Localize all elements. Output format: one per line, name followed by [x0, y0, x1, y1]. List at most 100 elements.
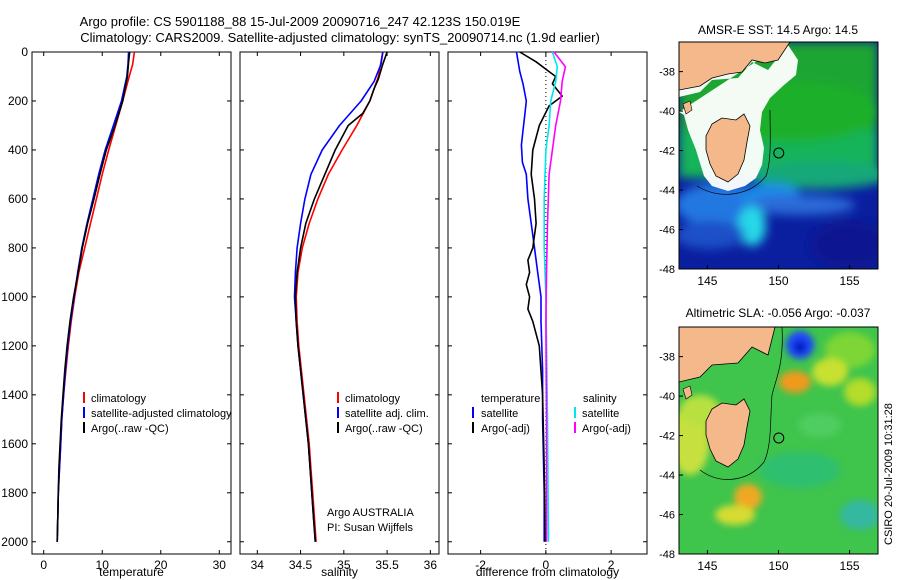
- sla-contour: [699, 327, 783, 480]
- series-line-argo-raw-qc: [294, 51, 388, 542]
- series-line-argo-raw-qc: [56, 51, 131, 542]
- sla-mainland: [679, 327, 776, 383]
- y-tick-label: 800: [8, 241, 28, 255]
- y-tick-label: 0: [21, 45, 28, 59]
- map-y-tick-label: -48: [659, 549, 675, 561]
- map-x-tick-label: 155: [840, 559, 860, 573]
- legend-label-temp-argo: Argo(-adj): [481, 423, 530, 435]
- x-tick-label: -2: [475, 558, 486, 572]
- difference-legend: temperature salinity satellite Argo(-adj…: [472, 393, 631, 435]
- map-y-tick-label: -46: [659, 225, 675, 237]
- map-y-tick-label: -42: [659, 146, 675, 158]
- sla-yellow-patch-3: [715, 505, 755, 525]
- sla-green-patch: [798, 413, 842, 437]
- legend-label-sal-argo: Argo(-adj): [582, 423, 631, 435]
- sla-high-patch: [825, 332, 875, 368]
- map-y-tick-label: -48: [659, 264, 675, 276]
- map-y-tick-label: -46: [659, 510, 675, 522]
- annotation-argo-australia: Argo AUSTRALIA: [327, 507, 414, 519]
- map-y-tick-label: -42: [659, 431, 675, 443]
- sla-warm-eddy-2: [734, 484, 762, 510]
- map-x-tick-label: 150: [768, 274, 788, 288]
- series-line-temperature-argo-adj: [519, 51, 563, 542]
- sst-transition: [750, 161, 878, 189]
- x-tick-label: 35: [337, 558, 351, 572]
- series-line-temperature-satellite: [515, 51, 545, 542]
- legend-label-climatology: climatology: [91, 393, 147, 405]
- sst-map-title: AMSR-E SST: 14.5 Argo: 14.5: [698, 23, 858, 37]
- salinity-profile-panel: 34 34.5 35 35.5 36 salinity: [239, 51, 440, 579]
- legend-label-temp-satellite: satellite: [481, 408, 518, 420]
- x-axis-label: salinity: [321, 565, 358, 579]
- x-tick-label: 30: [213, 558, 227, 572]
- salinity-legend: climatology satellite adj. clim. Argo(..…: [327, 392, 429, 534]
- legend-header-salinity: salinity: [583, 393, 617, 405]
- legend-label-climatology: climatology: [345, 393, 401, 405]
- timestamp: CSIRO 20-Jul-2009 10:31:28: [883, 403, 895, 545]
- y-tick-label: 1800: [1, 486, 28, 500]
- sst-float-marker: [773, 147, 785, 159]
- sst-island: [682, 100, 693, 115]
- x-tick-label: 0: [40, 558, 47, 572]
- sst-map-axes: 145 150 155 -38 -40 -42 -44 -46 -48: [659, 67, 860, 288]
- map-x-tick-label: 145: [697, 274, 717, 288]
- axes-frame: [447, 51, 648, 555]
- map-y-tick-label: -40: [659, 106, 675, 118]
- figure-title-line2: Climatology: CARS2009. Satellite-adjuste…: [80, 30, 600, 45]
- temperature-profile-panel: 0 10 20 30 0 200 400 600 800 1000 1200 1400 1600 1800…: [1, 45, 232, 579]
- sla-float-marker: [773, 432, 785, 444]
- series-line-salinity-argo-adj: [545, 51, 567, 542]
- annotation-pi: PI: Susan Wijffels: [327, 522, 413, 534]
- series-line-satellite-adjusted-climatology: [56, 51, 130, 542]
- map-y-tick-label: -38: [659, 352, 675, 364]
- legend-label-satellite: satellite-adjusted climatology: [91, 408, 232, 420]
- y-tick-label: 400: [8, 143, 28, 157]
- figure-title-line1: Argo profile: CS 5901188_88 15-Jul-2009 …: [80, 14, 521, 29]
- series-line-climatology: [56, 51, 136, 542]
- y-tick-label: 1400: [1, 388, 28, 402]
- sla-map-title: Altimetric SLA: -0.056 Argo: -0.037: [686, 306, 871, 320]
- sst-cold-patch: [810, 220, 878, 269]
- legend-label-argo: Argo(..raw -QC): [91, 423, 169, 435]
- map-y-tick-label: -44: [659, 470, 675, 482]
- map-y-tick-label: -40: [659, 391, 675, 403]
- series-line-satellite-adj-clim: [293, 51, 384, 542]
- x-axis-label: temperature: [99, 565, 164, 579]
- sla-yellow-patch-2: [844, 378, 876, 406]
- sst-mainland: [679, 42, 791, 91]
- axes-frame: [31, 51, 232, 555]
- y-tick-label: 1200: [1, 339, 28, 353]
- sst-tasmania: [705, 113, 751, 183]
- map-x-tick-label: 145: [697, 559, 717, 573]
- sst-cyan-patch: [738, 206, 766, 246]
- map-y-tick-label: -44: [659, 185, 675, 197]
- map-x-tick-label: 150: [768, 559, 788, 573]
- x-tick-label: 2: [608, 558, 615, 572]
- sst-deep-patch: [679, 221, 745, 249]
- x-tick-label: 10: [96, 558, 110, 572]
- x-tick-label: 34.5: [289, 558, 313, 572]
- sla-map-axes: 145 150 155 -38 -40 -42 -44 -46 -48: [659, 352, 860, 573]
- y-tick-label: 600: [8, 192, 28, 206]
- x-tick-label: 0: [543, 558, 550, 572]
- sla-warm-eddy: [779, 371, 811, 393]
- sla-low-center: [794, 341, 806, 353]
- temperature-legend: climatology satellite-adjusted climatolo…: [83, 392, 232, 435]
- y-tick-label: 1000: [1, 290, 28, 304]
- sla-green-patch-2: [760, 452, 840, 488]
- sla-island: [682, 385, 693, 400]
- axes-frame: [239, 51, 440, 555]
- sst-cool-patch-3: [745, 195, 855, 215]
- sla-tasmania: [705, 398, 751, 468]
- sla-yellow-patch: [812, 358, 848, 386]
- legend-label-argo: Argo(..raw -QC): [345, 423, 423, 435]
- y-tick-label: 1600: [1, 437, 28, 451]
- legend-label-satellite: satellite adj. clim.: [345, 408, 429, 420]
- x-tick-label: 36: [424, 558, 438, 572]
- y-tick-label: 2000: [1, 535, 28, 549]
- map-x-tick-label: 155: [840, 274, 860, 288]
- sst-contour: [696, 109, 771, 195]
- x-tick-label: 35.5: [375, 558, 399, 572]
